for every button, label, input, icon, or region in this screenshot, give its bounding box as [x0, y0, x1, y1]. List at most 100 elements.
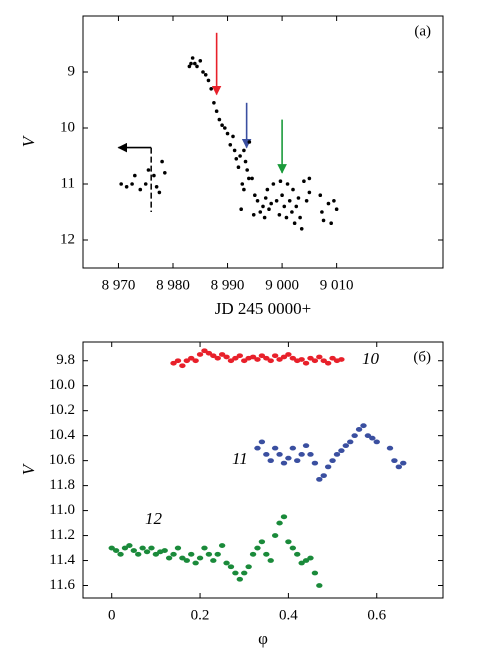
- data-point: [223, 354, 230, 360]
- data-point: [311, 358, 319, 364]
- data-point: [304, 199, 309, 203]
- data-point: [285, 455, 292, 461]
- data-point: [261, 204, 265, 209]
- x-tick-label: 0.2: [191, 607, 210, 623]
- data-point: [227, 564, 235, 570]
- data-point: [117, 551, 124, 557]
- data-point: [130, 182, 134, 186]
- data-point: [316, 583, 323, 588]
- plot-frame: [82, 341, 444, 599]
- data-point: [298, 357, 305, 362]
- data-point: [263, 355, 270, 361]
- data-point: [205, 350, 213, 356]
- data-point: [263, 551, 270, 557]
- data-point: [320, 358, 327, 364]
- data-point: [324, 360, 332, 366]
- data-point: [205, 551, 213, 557]
- y-tick-label: 10.0: [49, 377, 75, 393]
- data-point: [262, 215, 267, 220]
- data-point: [242, 187, 246, 192]
- data-point: [232, 570, 239, 576]
- x-tick-label: 8 970: [102, 277, 136, 293]
- data-point: [210, 353, 217, 359]
- data-point: [274, 199, 279, 203]
- data-point: [231, 134, 235, 139]
- data-point: [174, 358, 182, 364]
- data-point: [214, 551, 221, 557]
- data-point: [299, 227, 304, 231]
- data-point: [289, 355, 297, 361]
- x-tick-label: 8 990: [211, 277, 245, 293]
- data-point: [263, 451, 270, 457]
- data-point: [228, 143, 233, 147]
- data-point: [121, 545, 129, 551]
- data-point: [217, 117, 222, 122]
- data-point: [238, 154, 242, 158]
- data-point: [143, 182, 148, 186]
- data-point: [329, 355, 336, 361]
- data-point: [232, 148, 237, 153]
- data-point: [245, 168, 249, 172]
- data-point: [271, 533, 279, 538]
- data-point: [316, 476, 323, 482]
- data-point: [298, 560, 305, 566]
- data-point: [209, 87, 213, 91]
- data-point: [160, 159, 164, 164]
- data-point: [302, 443, 310, 449]
- data-point: [243, 159, 248, 164]
- data-point: [307, 555, 314, 561]
- y-axis-label: V: [19, 134, 38, 147]
- data-point: [188, 355, 195, 361]
- data-point: [108, 545, 115, 551]
- x-axis-label: JD 245 0000+: [215, 299, 311, 318]
- data-point: [249, 354, 257, 360]
- data-point: [271, 445, 279, 451]
- data-point: [280, 460, 288, 466]
- data-point: [210, 558, 217, 563]
- data-point: [276, 357, 283, 362]
- x-tick-label: 9 000: [265, 277, 299, 293]
- data-point: [360, 423, 367, 429]
- data-point: [280, 193, 284, 197]
- data-point: [254, 545, 261, 551]
- data-point: [267, 207, 271, 211]
- y-tick-label: 11.2: [49, 527, 75, 543]
- data-point: [201, 70, 205, 74]
- data-point: [334, 207, 339, 211]
- data-point: [280, 354, 288, 360]
- data-point: [225, 131, 230, 136]
- data-point: [214, 109, 219, 113]
- data-point: [258, 539, 266, 545]
- y-tick-label: 10: [60, 119, 75, 135]
- y-tick-label: 10.2: [49, 402, 75, 418]
- data-point: [133, 173, 137, 178]
- data-point: [253, 193, 257, 197]
- data-point: [201, 545, 208, 551]
- data-point: [251, 213, 256, 217]
- data-point: [152, 173, 156, 178]
- data-point: [284, 215, 289, 220]
- data-point: [289, 545, 297, 551]
- data-point: [369, 435, 376, 441]
- data-point: [291, 187, 295, 192]
- data-point: [329, 221, 333, 225]
- data-point: [174, 545, 182, 551]
- data-point: [292, 221, 297, 225]
- y-tick-label: 11.6: [49, 577, 75, 593]
- data-point: [124, 185, 129, 189]
- data-point: [332, 199, 336, 203]
- y-tick-label: 11: [61, 175, 75, 191]
- data-point: [198, 59, 203, 63]
- data-point: [355, 427, 363, 432]
- data-point: [263, 196, 268, 200]
- data-point: [267, 458, 274, 464]
- data-point: [223, 560, 230, 566]
- data-point: [241, 358, 248, 364]
- series-label: 10: [362, 349, 380, 368]
- data-point: [277, 213, 282, 217]
- data-point: [220, 123, 224, 127]
- data-point: [254, 357, 261, 362]
- data-point: [138, 187, 143, 192]
- data-point: [287, 199, 292, 203]
